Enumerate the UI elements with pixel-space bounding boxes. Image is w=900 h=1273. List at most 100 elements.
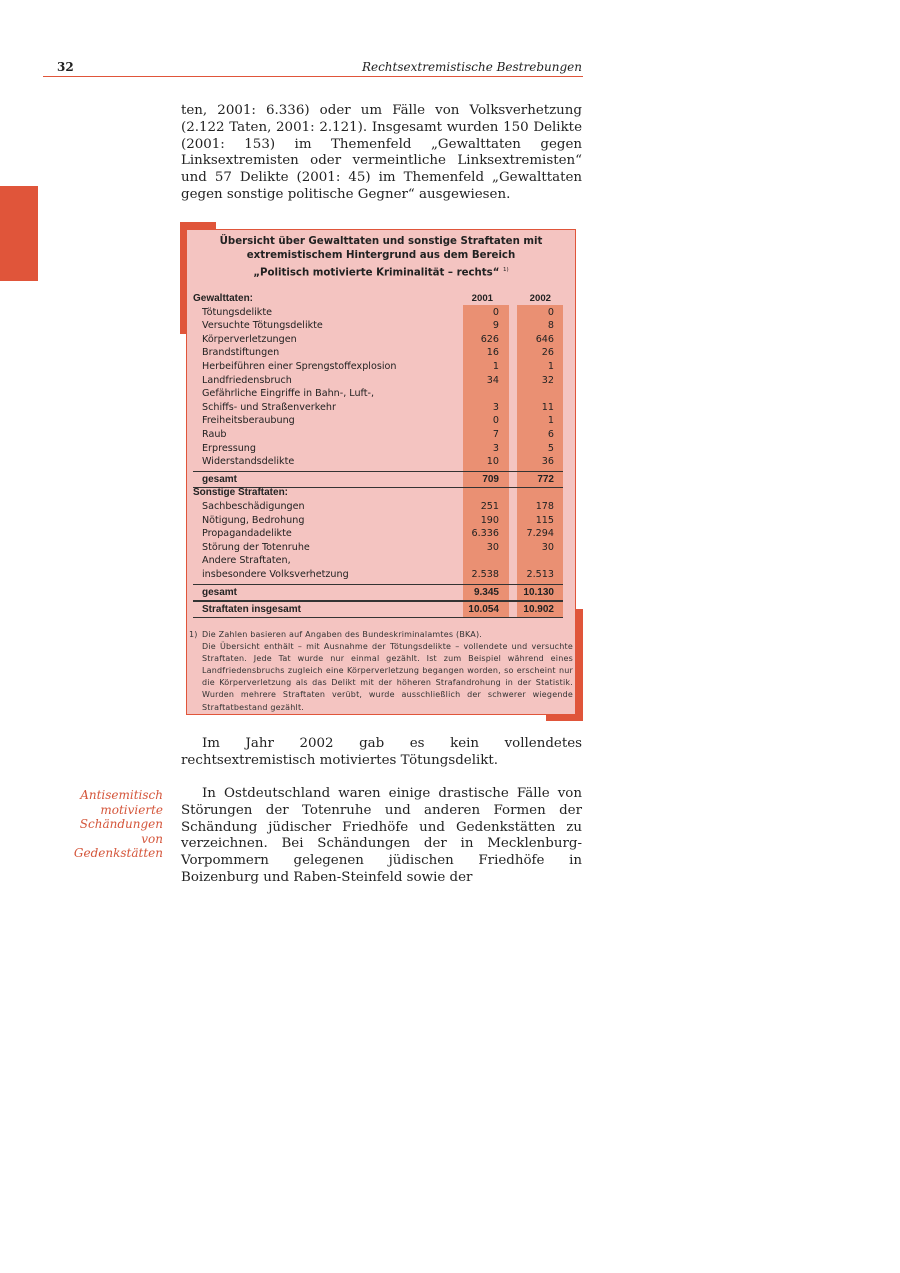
- section-header-row: Gewalttaten: 2001 2002: [193, 292, 563, 306]
- cell-value: 8: [547, 320, 554, 332]
- cell-value: 626: [480, 333, 499, 345]
- table-row: Versuchte Tötungsdelikte 9 8: [193, 319, 563, 333]
- column-highlight-2001: [463, 305, 509, 618]
- cell-value: 36: [541, 456, 554, 468]
- cell-value: 10.902: [523, 604, 554, 615]
- cell-value: 6.336: [471, 528, 499, 540]
- table-title: Übersicht über Gewalttaten und sonstige …: [187, 235, 575, 280]
- column-highlight-2002: [517, 305, 563, 618]
- row-label: Raub: [202, 429, 227, 440]
- chapter-tab: [0, 186, 38, 281]
- cell-value: 30: [486, 541, 499, 553]
- row-label: Nötigung, Bedrohung: [202, 514, 305, 526]
- table-row: Andere Straftaten,: [193, 554, 563, 568]
- table-row: Schiffs- und Straßenverkehr 3 11: [193, 401, 563, 415]
- table-row: Widerstandsdelikte 10 36: [193, 455, 563, 469]
- row-label: Gefährliche Eingriffe in Bahn-, Luft-,: [202, 388, 375, 400]
- cell-value: 0: [492, 415, 499, 427]
- title-line: Übersicht über Gewalttaten und sonstige …: [219, 236, 543, 247]
- paragraph: ten, 2001: 6.336) oder um Fälle von Volk…: [181, 103, 582, 202]
- cell-value: 30: [541, 541, 554, 553]
- table-row: Brandstiftungen 16 26: [193, 346, 563, 360]
- row-label: Landfriedensbruch: [202, 374, 292, 386]
- cell-value: 2002: [529, 293, 551, 304]
- table-row: Nötigung, Bedrohung 190 115: [193, 514, 563, 528]
- cell-value: 10.054: [468, 604, 499, 615]
- row-label: Straftaten insgesamt: [202, 604, 301, 615]
- footnote-mark: 1): [189, 630, 198, 639]
- cell-value: 1: [547, 361, 554, 372]
- cell-value: 9: [492, 320, 499, 332]
- cell-value: 1: [492, 361, 499, 372]
- cell-value: 2001: [471, 293, 493, 304]
- title-line: „Politisch motivierte Kriminalität – rec…: [187, 263, 575, 280]
- total-row: Straftaten insgesamt 10.054 10.902: [193, 601, 563, 618]
- paragraph: Im Jahr 2002 gab es kein vollendetes rec…: [181, 736, 582, 768]
- total-row: gesamt 709 772: [193, 470, 563, 488]
- running-title: Rechtsextremistische Bestrebungen: [361, 60, 582, 74]
- table-row: Herbeiführen einer Sprengstoffexplosion 1…: [193, 360, 563, 374]
- table-row: Sachbeschädigungen 251 178: [193, 500, 563, 514]
- cell-value: 646: [535, 333, 554, 345]
- cell-value: 32: [541, 374, 554, 386]
- row-label: Erpressung: [202, 442, 256, 454]
- table-row: Tötungsdelikte 0 0: [193, 306, 563, 320]
- table-row: Raub 7 6: [193, 428, 563, 442]
- cell-value: 10: [486, 456, 499, 468]
- table-row: Gefährliche Eingriffe in Bahn-, Luft-,: [193, 387, 563, 401]
- table-row: Landfriedensbruch 34 32: [193, 374, 563, 388]
- row-label: Versuchte Tötungsdelikte: [202, 320, 323, 332]
- cell-value: 26: [541, 347, 554, 359]
- row-label: Störung der Totenruhe: [202, 541, 310, 553]
- row-label: Tötungsdelikte: [202, 306, 273, 318]
- paragraph: In Ostdeutschland waren einige drastisch…: [181, 786, 582, 885]
- footnote-line: Die Zahlen basieren auf Angaben des Bund…: [202, 630, 483, 639]
- row-label: Propagandadelikte: [202, 528, 292, 540]
- table-row: Körperverletzungen 626 646: [193, 333, 563, 347]
- cell-value: 6: [547, 429, 554, 440]
- cell-value: 16: [486, 347, 499, 359]
- cell-value: 0: [492, 306, 499, 318]
- cell-value: 115: [535, 514, 554, 526]
- title-line: extremistischem Hintergrund aus dem Bere…: [246, 250, 516, 261]
- row-label: Sonstige Straftaten:: [193, 487, 289, 499]
- cell-value: 2.513: [526, 568, 554, 580]
- cell-value: 178: [535, 500, 554, 512]
- row-label: Andere Straftaten,: [202, 555, 291, 567]
- cell-value: 251: [480, 500, 499, 512]
- cell-value: 7: [492, 429, 499, 440]
- footnote-mark: 1): [502, 267, 509, 273]
- cell-value: 3: [492, 401, 499, 413]
- total-row: gesamt 9.345 10.130: [193, 583, 563, 601]
- page-number: 32: [57, 60, 74, 74]
- table-row: Störung der Totenruhe 30 30: [193, 541, 563, 555]
- statistics-box: Übersicht über Gewalttaten und sonstige …: [186, 229, 576, 715]
- cell-value: 190: [480, 514, 499, 526]
- row-label: Sachbeschädigungen: [202, 500, 305, 512]
- cell-value: 10.130: [523, 586, 554, 598]
- cell-value: 2.538: [471, 568, 499, 580]
- section-header-row: Sonstige Straftaten:: [193, 486, 563, 500]
- title-line-text: „Politisch motivierte Kriminalität – rec…: [253, 267, 500, 279]
- row-label: Körperverletzungen: [202, 333, 297, 345]
- table-row: Erpressung 3 5: [193, 442, 563, 456]
- cell-value: 5: [547, 442, 554, 454]
- table-row: Propagandadelikte 6.336 7.294: [193, 527, 563, 541]
- cell-value: 3: [492, 442, 499, 454]
- row-label: gesamt: [202, 586, 238, 598]
- cell-value: 1: [547, 415, 554, 427]
- cell-value: 9.345: [473, 586, 499, 598]
- row-label: Widerstandsdelikte: [202, 456, 295, 468]
- row-label: Herbeiführen einer Sprengstoffexplosion: [202, 361, 397, 372]
- row-label: Gewalttaten:: [193, 293, 254, 304]
- margin-note: Antisemitisch motivierte Schändungen von…: [73, 788, 163, 860]
- footnote-line: Die Übersicht enthält – mit Ausnahme der…: [202, 642, 573, 712]
- table-row: insbesondere Volksverhetzung 2.538 2.513: [193, 568, 563, 582]
- row-label: gesamt: [202, 473, 238, 485]
- cell-value: 34: [486, 374, 499, 386]
- cell-value: 709: [482, 473, 499, 485]
- cell-value: 772: [537, 473, 554, 485]
- table-row: Freiheitsberaubung 0 1: [193, 414, 563, 428]
- row-label: insbesondere Volksverhetzung: [202, 568, 349, 580]
- header-rule: [43, 76, 583, 77]
